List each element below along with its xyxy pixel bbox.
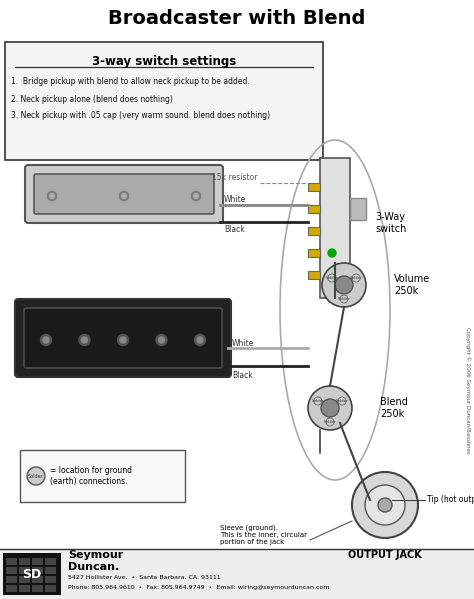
Circle shape bbox=[365, 485, 405, 525]
Circle shape bbox=[49, 193, 55, 198]
Circle shape bbox=[79, 334, 90, 346]
Bar bbox=[308, 249, 320, 257]
Bar bbox=[308, 205, 320, 213]
Bar bbox=[32, 585, 43, 592]
Bar bbox=[350, 198, 366, 220]
Circle shape bbox=[47, 192, 56, 201]
Text: White: White bbox=[224, 195, 246, 204]
Bar bbox=[45, 567, 56, 574]
Circle shape bbox=[191, 192, 201, 201]
Bar bbox=[45, 558, 56, 565]
Circle shape bbox=[156, 334, 167, 346]
Circle shape bbox=[27, 467, 45, 485]
Bar bbox=[19, 576, 30, 583]
Circle shape bbox=[321, 399, 339, 417]
Text: Phone: 805.964.9610  •  Fax: 805.964.9749  •  Email: wiring@seymourduncan.com: Phone: 805.964.9610 • Fax: 805.964.9749 … bbox=[68, 585, 329, 589]
Text: Solder: Solder bbox=[324, 420, 337, 424]
Circle shape bbox=[314, 397, 322, 405]
Bar bbox=[32, 567, 43, 574]
Text: Black: Black bbox=[232, 371, 253, 380]
Circle shape bbox=[121, 193, 127, 198]
Text: SD: SD bbox=[22, 567, 42, 580]
Circle shape bbox=[338, 397, 346, 405]
Bar bbox=[32, 576, 43, 583]
Text: Black: Black bbox=[224, 225, 245, 234]
Circle shape bbox=[308, 386, 352, 430]
Text: 15k resistor: 15k resistor bbox=[212, 174, 258, 183]
Circle shape bbox=[352, 472, 418, 538]
Text: Tip (hot output): Tip (hot output) bbox=[427, 495, 474, 504]
Text: Copyright © 2006 Seymour Duncan/Basslines: Copyright © 2006 Seymour Duncan/Bassline… bbox=[465, 326, 471, 453]
Text: Solder: Solder bbox=[337, 297, 350, 301]
Text: Sleeve (ground).
This is the inner, circular
portion of the jack: Sleeve (ground). This is the inner, circ… bbox=[220, 525, 307, 545]
Bar bbox=[6, 585, 17, 592]
Text: 3-Way
switch: 3-Way switch bbox=[375, 212, 406, 234]
Bar bbox=[32, 558, 43, 565]
Text: Broadcaster with Blend: Broadcaster with Blend bbox=[109, 8, 365, 28]
Circle shape bbox=[378, 498, 392, 512]
Text: 3-way switch settings: 3-way switch settings bbox=[92, 56, 236, 68]
Circle shape bbox=[194, 334, 206, 346]
Text: Solder: Solder bbox=[311, 399, 324, 403]
Bar bbox=[6, 558, 17, 565]
Circle shape bbox=[322, 263, 366, 307]
Bar bbox=[6, 567, 17, 574]
Bar bbox=[0, 549, 474, 599]
Circle shape bbox=[335, 276, 353, 294]
Circle shape bbox=[328, 249, 336, 257]
Circle shape bbox=[43, 337, 49, 343]
Bar bbox=[308, 227, 320, 235]
FancyBboxPatch shape bbox=[34, 174, 214, 214]
Text: Solder: Solder bbox=[336, 399, 348, 403]
FancyBboxPatch shape bbox=[15, 299, 231, 377]
Bar bbox=[45, 576, 56, 583]
Circle shape bbox=[118, 334, 128, 346]
Circle shape bbox=[340, 295, 348, 303]
Text: Solder: Solder bbox=[28, 473, 44, 479]
Circle shape bbox=[40, 334, 52, 346]
Text: Solder: Solder bbox=[326, 276, 338, 280]
Circle shape bbox=[82, 337, 88, 343]
Text: 1.  Bridge pickup with blend to allow neck pickup to be added.: 1. Bridge pickup with blend to allow nec… bbox=[11, 77, 250, 86]
Circle shape bbox=[328, 274, 336, 282]
FancyBboxPatch shape bbox=[24, 308, 222, 368]
Circle shape bbox=[326, 418, 334, 426]
Text: White: White bbox=[232, 338, 255, 347]
Bar bbox=[308, 183, 320, 191]
Text: 2. Neck pickup alone (blend does nothing): 2. Neck pickup alone (blend does nothing… bbox=[11, 95, 173, 104]
Text: Seymour
Duncan.: Seymour Duncan. bbox=[68, 550, 123, 572]
Text: OUTPUT JACK: OUTPUT JACK bbox=[348, 550, 422, 560]
Bar bbox=[19, 567, 30, 574]
Bar bbox=[6, 576, 17, 583]
Bar bbox=[19, 558, 30, 565]
Text: 3. Neck pickup with .05 cap (very warm sound. blend does nothing): 3. Neck pickup with .05 cap (very warm s… bbox=[11, 111, 270, 120]
FancyBboxPatch shape bbox=[20, 450, 185, 502]
Circle shape bbox=[119, 192, 128, 201]
Bar bbox=[308, 271, 320, 279]
Text: Volume
250k: Volume 250k bbox=[394, 274, 430, 296]
Bar bbox=[3, 553, 61, 595]
Circle shape bbox=[158, 337, 164, 343]
Circle shape bbox=[193, 193, 199, 198]
FancyBboxPatch shape bbox=[25, 165, 223, 223]
Circle shape bbox=[197, 337, 203, 343]
Bar bbox=[19, 585, 30, 592]
Bar bbox=[320, 158, 350, 298]
Bar bbox=[45, 585, 56, 592]
Text: Blend
250k: Blend 250k bbox=[380, 397, 408, 419]
Circle shape bbox=[120, 337, 126, 343]
Text: = location for ground
(earth) connections.: = location for ground (earth) connection… bbox=[50, 466, 132, 486]
Text: Solder: Solder bbox=[350, 276, 363, 280]
Text: 5427 Hollister Ave.  •  Santa Barbara, CA. 93111: 5427 Hollister Ave. • Santa Barbara, CA.… bbox=[68, 574, 220, 579]
Circle shape bbox=[352, 274, 360, 282]
FancyBboxPatch shape bbox=[5, 42, 323, 160]
